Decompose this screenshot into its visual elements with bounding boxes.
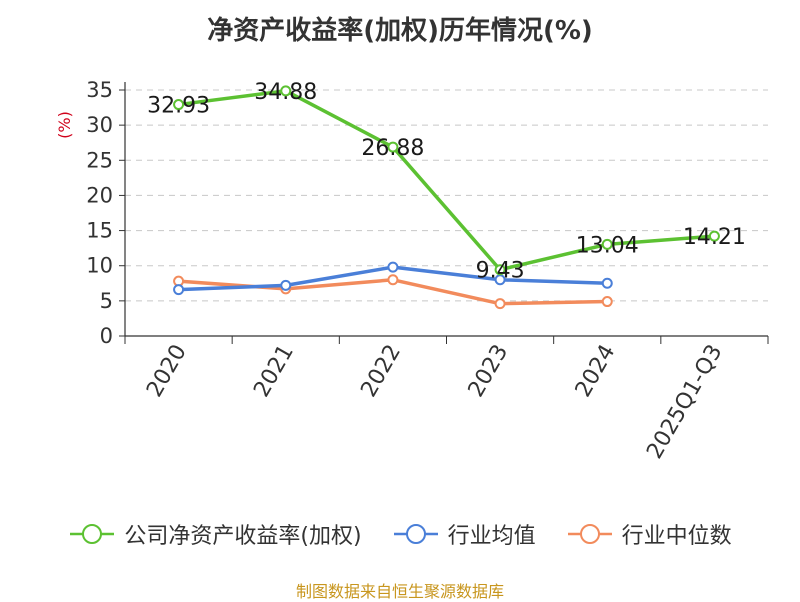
y-tick-label: 25	[86, 148, 113, 172]
y-tick-label: 0	[100, 324, 113, 348]
data-point	[280, 279, 292, 291]
x-tick-label: 2024	[571, 341, 621, 402]
data-point	[173, 284, 185, 296]
legend-line-marker-icon	[567, 524, 612, 544]
data-point	[708, 230, 720, 242]
legend: 公司净资产收益率(加权) 行业均值 行业中位数	[0, 518, 800, 550]
data-point	[601, 277, 613, 289]
data-point	[387, 141, 399, 153]
legend-label-industry-mean: 行业均值	[447, 524, 536, 549]
source-note: 制图数据来自恒生聚源数据库	[295, 582, 504, 601]
data-point	[173, 99, 185, 111]
legend-item-company[interactable]: 公司净资产收益率(加权)	[68, 518, 362, 550]
data-point	[494, 264, 506, 276]
data-point	[280, 85, 292, 97]
data-label: 13.04	[576, 233, 639, 258]
data-label: 32.93	[147, 94, 210, 119]
data-label: 14.21	[683, 225, 746, 250]
data-point	[601, 238, 613, 250]
data-label: 9.43	[476, 259, 525, 284]
legend-item-industry-median[interactable]: 行业中位数	[566, 518, 732, 550]
x-tick-label: 2020	[142, 341, 192, 402]
legend-label-company: 公司净资产收益率(加权)	[124, 524, 362, 549]
data-point	[494, 274, 506, 286]
y-tick-label: 35	[86, 78, 113, 102]
y-tick-label: 15	[86, 219, 113, 243]
x-tick-label: 2025Q1-Q3	[642, 341, 727, 464]
legend-item-industry-mean[interactable]: 行业均值	[392, 518, 536, 550]
data-point	[494, 298, 506, 310]
y-tick-label: 30	[86, 113, 113, 137]
data-label: 34.88	[254, 80, 317, 105]
y-tick-label: 5	[100, 289, 113, 313]
data-point	[601, 296, 613, 308]
y-tick-label: 10	[86, 254, 113, 278]
data-point	[387, 261, 399, 273]
x-tick-label: 2021	[249, 341, 299, 402]
x-tick-label: 2023	[464, 341, 514, 402]
y-axis-label: (%)	[55, 111, 74, 139]
legend-label-industry-median: 行业中位数	[621, 524, 732, 549]
legend-line-marker-icon	[393, 524, 438, 544]
data-point	[387, 274, 399, 286]
legend-line-marker-icon	[70, 524, 115, 544]
series-line	[178, 89, 715, 272]
chart-title: 净资产收益率(加权)历年情况(%)	[207, 16, 593, 46]
x-tick-label: 2022	[356, 341, 406, 402]
data-label: 26.88	[361, 136, 424, 161]
y-tick-label: 20	[86, 183, 113, 207]
